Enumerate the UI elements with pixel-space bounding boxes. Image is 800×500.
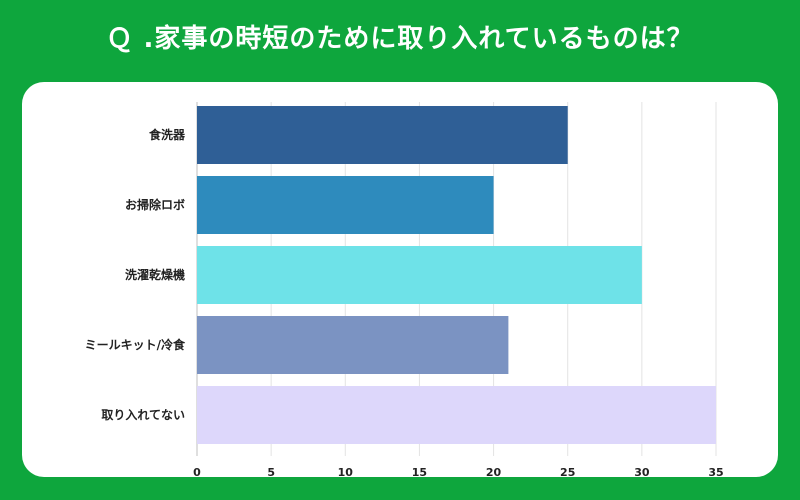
bar <box>197 106 568 164</box>
category-label: 取り入れてない <box>101 408 185 422</box>
x-tick-labels: 0 5 10 15 20 25 30 35 <box>193 466 723 479</box>
category-label: お掃除ロボ <box>125 197 185 212</box>
category-label: ミールキット/冷食 <box>85 337 186 352</box>
bar <box>197 246 642 304</box>
chart-title: Ｑ .家事の時短のために取り入れているものは？ <box>106 24 694 54</box>
x-tick-label: 35 <box>708 466 723 479</box>
x-tick-label: 30 <box>634 466 650 479</box>
x-tick-label: 0 <box>193 466 201 479</box>
x-tick-label: 5 <box>267 466 275 479</box>
x-tick-label: 15 <box>412 466 427 479</box>
bar <box>197 386 716 444</box>
category-label: 洗濯乾燥機 <box>125 267 185 282</box>
x-tick-label: 20 <box>486 466 502 479</box>
bars <box>197 106 716 444</box>
category-label: 食洗器 <box>148 127 186 142</box>
x-tick-label: 10 <box>338 466 354 479</box>
x-tick-label: 25 <box>560 466 575 479</box>
bar <box>197 316 509 374</box>
bar <box>197 176 494 234</box>
